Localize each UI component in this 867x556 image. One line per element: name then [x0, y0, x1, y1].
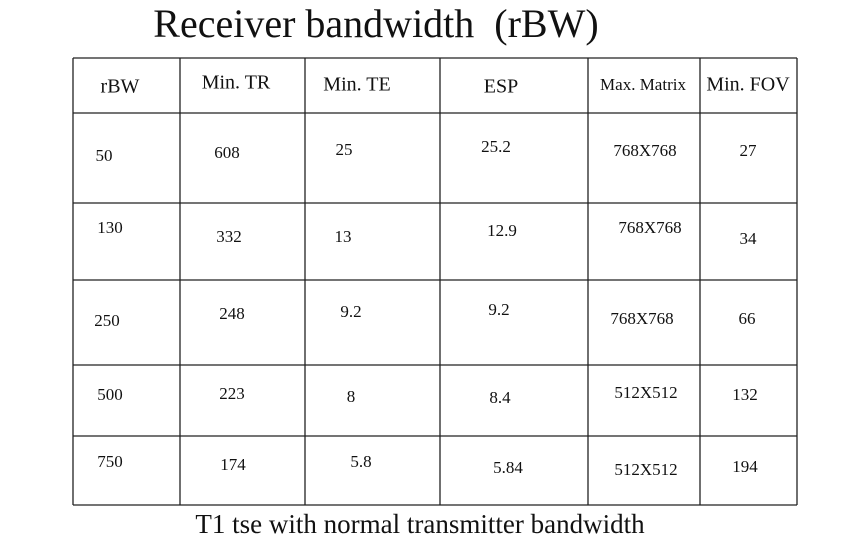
table-cell: 27: [740, 141, 758, 160]
table-grid: [72, 57, 798, 506]
header-cell: Min. FOV: [706, 74, 790, 96]
table-cell: 194: [732, 457, 758, 476]
table-cell: 9.2: [340, 302, 361, 321]
header-cell: Max. Matrix: [600, 75, 686, 94]
table-cell: 750: [97, 452, 123, 471]
table-cell: 34: [740, 229, 758, 248]
header-cell: Min. TR: [202, 72, 271, 94]
table-cell: 512X512: [614, 383, 677, 402]
table-cell: 768X768: [618, 218, 681, 237]
caption: T1 tse with normal transmitter bandwidth: [195, 509, 645, 539]
table-cell: 174: [220, 455, 246, 474]
table-cell: 50: [96, 146, 113, 165]
table-cell: 25.2: [481, 137, 511, 156]
table-cell: 66: [739, 309, 756, 328]
table-cell: 248: [219, 304, 245, 323]
table-cell: 130: [97, 218, 123, 237]
table-cell: 9.2: [488, 300, 509, 319]
table-cell: 608: [214, 143, 240, 162]
table-cell: 512X512: [614, 460, 677, 479]
header-cell: rBW: [101, 76, 140, 98]
table-cell: 768X768: [613, 141, 676, 160]
table-cell: 332: [216, 227, 242, 246]
table-cell: 132: [732, 385, 758, 404]
table-cell: 8.4: [489, 388, 511, 407]
table-cell: 768X768: [610, 309, 673, 328]
table-cell: 250: [94, 311, 120, 330]
table-cell: 8: [347, 387, 356, 406]
table-cell: 500: [97, 385, 123, 404]
table-cell: 12.9: [487, 221, 517, 240]
table-cell: 5.84: [493, 458, 523, 477]
table-cell: 5.8: [350, 452, 371, 471]
header-cell: ESP: [484, 76, 518, 98]
header-cell: Min. TE: [323, 74, 390, 96]
title: Receiver bandwidth (rBW): [153, 1, 598, 46]
table-cell: 223: [219, 384, 245, 403]
table-cell: 25: [336, 140, 353, 159]
table-cell: 13: [335, 227, 352, 246]
